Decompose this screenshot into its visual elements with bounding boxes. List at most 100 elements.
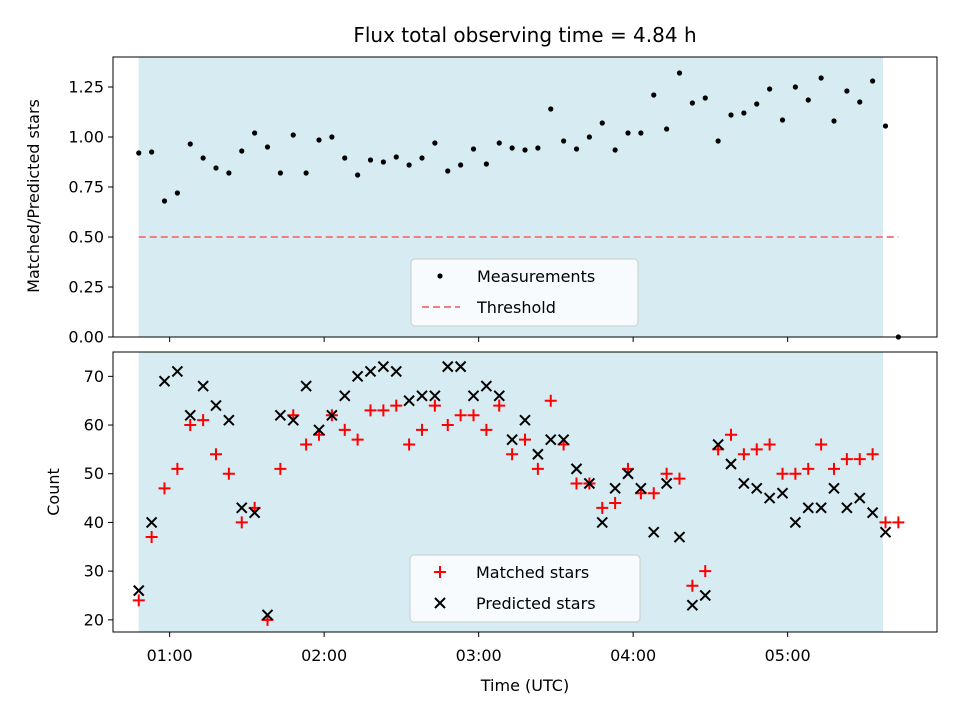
predicted-star-point <box>699 589 711 602</box>
measurement-point <box>882 123 889 129</box>
y-tick-label: 0.50 <box>68 228 104 247</box>
matched-star-point <box>390 399 403 412</box>
predicted-star-point <box>854 492 866 504</box>
matched-star-point <box>274 462 287 475</box>
matched-star-point <box>493 399 506 412</box>
measurement-point <box>625 130 631 136</box>
predicted-star-point <box>570 463 583 475</box>
matched-star-point <box>416 423 428 436</box>
legend-predicted-label: Predicted stars <box>476 594 596 613</box>
predicted-star-point <box>635 482 647 495</box>
matched-star-point <box>647 487 660 500</box>
matched-star-point <box>840 453 853 466</box>
predicted-star-point <box>467 390 480 402</box>
predicted-star-point <box>236 502 248 514</box>
y-tick-label: 0.75 <box>68 178 104 197</box>
matched-star-point <box>235 516 248 529</box>
matched-star-point <box>428 399 441 412</box>
measurement-point <box>367 157 374 163</box>
measurement-point <box>419 155 425 161</box>
predicted-star-point <box>596 516 608 529</box>
legend-measurements-marker <box>437 273 443 279</box>
matched-star-point <box>506 448 519 461</box>
measurement-point <box>535 145 541 151</box>
measurement-point <box>651 92 657 98</box>
matched-star-point <box>480 423 493 436</box>
matched-star-point <box>544 394 557 407</box>
measurement-point <box>458 162 464 168</box>
predicted-star-point <box>261 609 274 621</box>
predicted-star-point <box>648 526 660 538</box>
predicted-star-point <box>480 380 493 392</box>
measurement-point <box>818 75 824 81</box>
matched-star-point <box>338 423 351 436</box>
matched-star-point <box>300 438 313 451</box>
matched-star-point <box>210 448 222 461</box>
measurement-point <box>715 138 721 144</box>
predicted-star-point <box>313 424 325 436</box>
predicted-star-point <box>377 360 390 373</box>
measurement-point <box>612 147 618 153</box>
measurement-point <box>741 110 747 116</box>
predicted-star-point <box>416 390 428 402</box>
y-tick-label: 1.25 <box>68 78 104 97</box>
measurement-point <box>290 132 296 138</box>
time-x-axis-label: Time (UTC) <box>480 676 569 695</box>
count-legend-box <box>409 554 641 623</box>
matched-star-point <box>351 433 364 446</box>
legend-matched-label: Matched stars <box>476 563 589 582</box>
matched-star-point <box>184 419 197 432</box>
matched-star-point <box>377 404 390 417</box>
y-tick-label: 50 <box>84 464 104 483</box>
measurement-point <box>187 141 193 147</box>
predicted-star-point <box>519 414 531 426</box>
predicted-star-point <box>403 394 415 407</box>
matched-star-point <box>441 419 454 432</box>
matched-star-point <box>158 482 171 495</box>
measurement-point <box>844 88 850 94</box>
x-tick-label: 03:00 <box>456 646 502 665</box>
measurement-point <box>380 159 386 165</box>
measurement-point <box>522 147 528 153</box>
measurement-point <box>174 190 180 196</box>
predicted-star-point <box>583 477 596 490</box>
measurement-point <box>149 149 155 155</box>
matched-star-point <box>699 565 712 578</box>
measurement-point <box>857 99 863 105</box>
predicted-star-point <box>506 433 518 446</box>
count-panel: 20 30 40 50 60 70 01:00 02:00 03:00 04:00 05:00 C… <box>44 351 938 695</box>
predicted-star-point <box>789 516 802 529</box>
measurement-point <box>213 165 219 171</box>
measurement-point <box>548 106 554 112</box>
ratio-legend: Measurements Threshold <box>410 258 639 327</box>
matched-star-point <box>145 531 158 544</box>
matched-star-point <box>763 438 776 451</box>
matched-star-point <box>776 467 789 480</box>
matched-star-points <box>132 394 905 626</box>
measurement-point <box>393 154 399 160</box>
legend-matched-marker <box>434 566 446 578</box>
predicted-star-point <box>493 390 505 402</box>
measurement-point <box>470 146 477 152</box>
predicted-star-point <box>545 433 557 446</box>
y-tick-label: 30 <box>84 562 104 581</box>
matched-star-point <box>364 404 377 417</box>
measurement-point <box>599 120 605 126</box>
predicted-star-point <box>364 365 377 378</box>
predicted-star-point <box>841 502 853 514</box>
ratio-panel-frame <box>112 56 938 338</box>
measurement-point <box>638 130 644 136</box>
measurement-point <box>277 170 283 176</box>
chart-title: Flux total observing time = 4.84 h <box>353 23 696 47</box>
ratio-panel: 0.00 0.25 0.50 0.75 1.00 1.25 Matched/Predict… <box>24 56 938 347</box>
x-tick-label: 01:00 <box>147 646 193 665</box>
predicted-star-point <box>287 414 299 426</box>
y-tick-label: 0.25 <box>68 278 104 297</box>
measurement-point <box>329 134 335 140</box>
measurement-point <box>445 168 451 174</box>
ratio-legend-box <box>410 258 639 327</box>
measurement-point <box>483 161 489 167</box>
y-tick-label: 60 <box>84 416 104 435</box>
predicted-star-point <box>326 409 338 422</box>
